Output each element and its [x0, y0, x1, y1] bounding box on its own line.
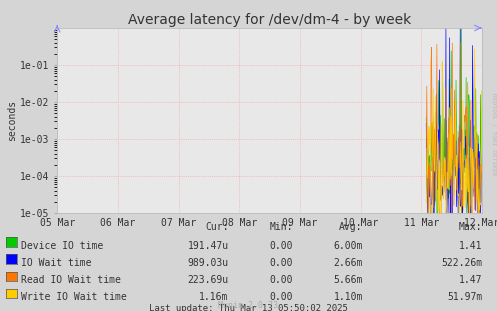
- Text: Last update: Thu Mar 13 05:50:02 2025: Last update: Thu Mar 13 05:50:02 2025: [149, 304, 348, 311]
- Text: Avg:: Avg:: [339, 222, 363, 232]
- Text: Min:: Min:: [270, 222, 293, 232]
- Text: 0.00: 0.00: [270, 241, 293, 251]
- Text: Write IO Wait time: Write IO Wait time: [21, 292, 127, 302]
- Title: Average latency for /dev/dm-4 - by week: Average latency for /dev/dm-4 - by week: [128, 13, 411, 27]
- Text: Device IO time: Device IO time: [21, 241, 103, 251]
- Text: RRDTOOL / TOBI OETIKER: RRDTOOL / TOBI OETIKER: [491, 93, 496, 176]
- Text: Read IO Wait time: Read IO Wait time: [21, 275, 121, 285]
- Text: 0.00: 0.00: [270, 292, 293, 302]
- Text: 0.00: 0.00: [270, 258, 293, 268]
- Text: 522.26m: 522.26m: [441, 258, 482, 268]
- Text: 0.00: 0.00: [270, 275, 293, 285]
- Text: 5.66m: 5.66m: [333, 275, 363, 285]
- Text: 6.00m: 6.00m: [333, 241, 363, 251]
- Text: 191.47u: 191.47u: [187, 241, 229, 251]
- Text: Max:: Max:: [459, 222, 482, 232]
- Text: IO Wait time: IO Wait time: [21, 258, 91, 268]
- Text: 1.47: 1.47: [459, 275, 482, 285]
- Text: 1.41: 1.41: [459, 241, 482, 251]
- Text: 51.97m: 51.97m: [447, 292, 482, 302]
- Text: 989.03u: 989.03u: [187, 258, 229, 268]
- Text: Cur:: Cur:: [205, 222, 229, 232]
- Y-axis label: seconds: seconds: [7, 100, 17, 141]
- Text: Munin 2.0.73: Munin 2.0.73: [219, 301, 278, 310]
- Text: 2.66m: 2.66m: [333, 258, 363, 268]
- Text: 1.10m: 1.10m: [333, 292, 363, 302]
- Text: 1.16m: 1.16m: [199, 292, 229, 302]
- Text: 223.69u: 223.69u: [187, 275, 229, 285]
